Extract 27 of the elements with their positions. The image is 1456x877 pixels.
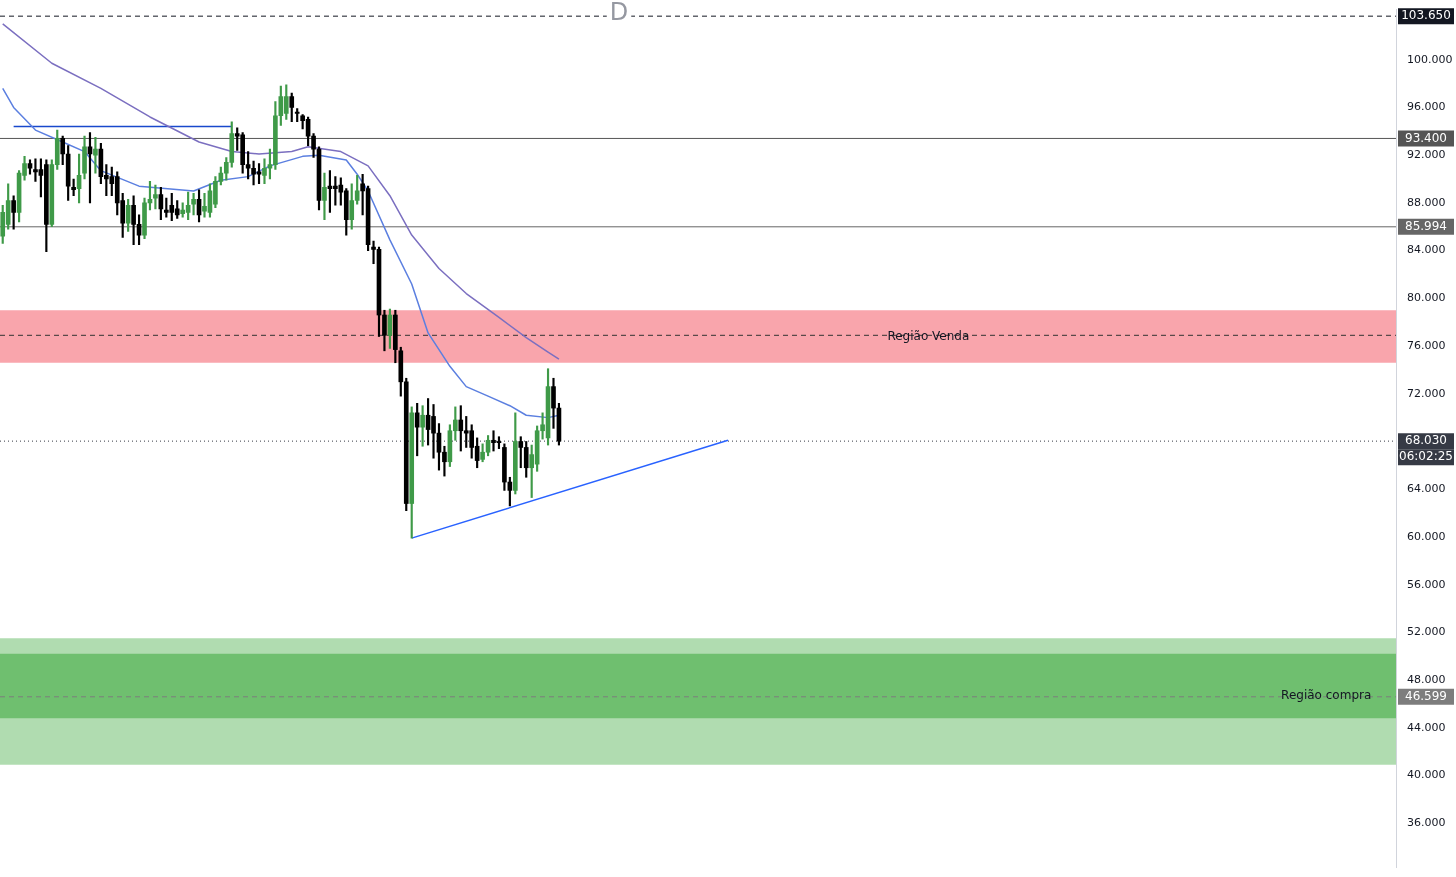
y-tick-label: 64.000 <box>1407 482 1446 496</box>
y-tick-label: 60.000 <box>1407 529 1446 543</box>
band-label: Região compra <box>1281 688 1372 703</box>
y-tick-label: 92.000 <box>1407 148 1446 162</box>
band-label: Região Venda <box>887 328 970 343</box>
y-tick-label: 40.000 <box>1407 768 1446 782</box>
y-tick-label: 56.000 <box>1407 577 1446 591</box>
y-tick-label: 96.000 <box>1407 100 1446 114</box>
y-tick-label: 80.000 <box>1407 291 1446 305</box>
y-tick-label: 84.000 <box>1407 243 1446 257</box>
chart-title: D <box>609 0 629 27</box>
y-tick-label: 100.000 <box>1407 52 1453 66</box>
y-tick-label: 76.000 <box>1407 338 1446 352</box>
y-tick-label: 48.000 <box>1407 672 1446 686</box>
ref-line-label: 93.400 <box>1405 130 1447 145</box>
y-tick-label: 72.000 <box>1407 386 1446 400</box>
y-tick-label: 88.000 <box>1407 195 1446 209</box>
candlestick <box>93 136 98 174</box>
y-tick-label: 36.000 <box>1407 816 1446 830</box>
candlestick <box>322 172 327 220</box>
ref-line-label: 46.599 <box>1405 688 1447 703</box>
text: 06:02:25 <box>1399 449 1453 464</box>
ref-line-label: 68.030 <box>1405 433 1447 448</box>
ref-line-label: 103.650 <box>1401 8 1451 23</box>
y-tick-label: 52.000 <box>1407 625 1446 639</box>
y-tick-label: 44.000 <box>1407 720 1446 734</box>
ref-line-label: 85.994 <box>1405 218 1447 233</box>
